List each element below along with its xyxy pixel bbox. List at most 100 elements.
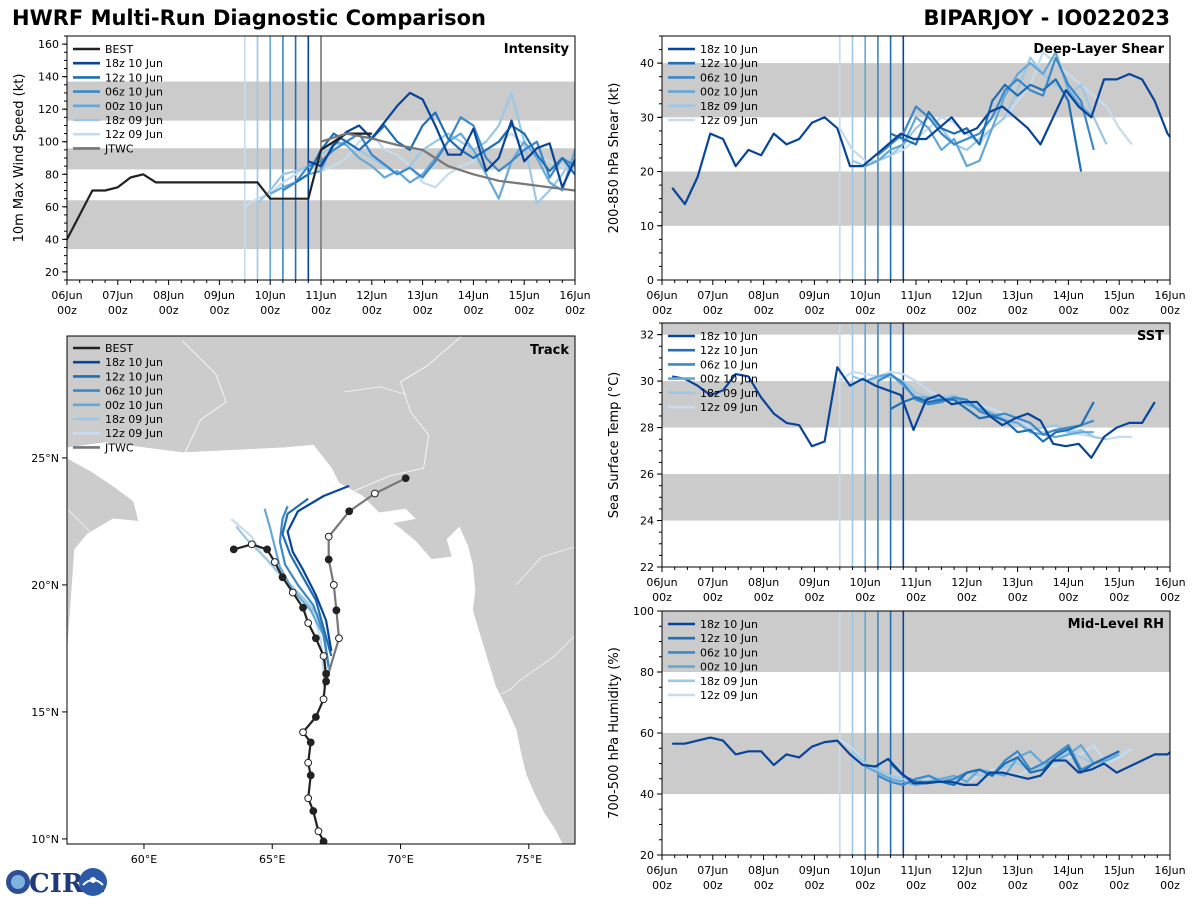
x-tick-label: 06Jun [646, 864, 677, 877]
legend-label: 06z 10 Jun [105, 385, 163, 398]
x-tick-label: 09Jun [799, 289, 830, 302]
y-tick-label: 22 [640, 561, 654, 574]
lat-tick-label: 15°N [31, 706, 59, 719]
y-tick-label: 24 [640, 515, 654, 528]
storm-id: BIPARJOY - IO022023 [923, 6, 1170, 30]
x-tick-label-hour: 00z [906, 591, 926, 604]
x-tick-label: 07Jun [697, 289, 728, 302]
track-point-jtwc [332, 606, 341, 615]
series-line-12z09 [839, 370, 1132, 441]
track-point-jtwc [401, 474, 410, 483]
x-tick-label-hour: 00z [1008, 304, 1028, 317]
x-tick-label: 12Jun [951, 289, 982, 302]
x-tick-label-hour: 00z [1008, 879, 1028, 892]
legend-label: 18z 10 Jun [700, 618, 758, 631]
panel-title: Deep-Layer Shear [1033, 42, 1164, 57]
legend-label: 12z 10 Jun [700, 344, 758, 357]
x-tick-label: 15Jun [1104, 576, 1135, 589]
x-tick-label: 14Jun [1053, 864, 1084, 877]
threshold-band [662, 323, 1170, 335]
legend-label: BEST [105, 43, 133, 56]
x-tick-label-hour: 00z [805, 304, 825, 317]
track-point-best [278, 573, 287, 582]
track-point-best [306, 771, 315, 780]
track-point-best [311, 634, 320, 643]
x-tick-label: 06Jun [646, 576, 677, 589]
border-states [500, 635, 575, 695]
track-point-best [319, 652, 328, 660]
track-point-best [247, 540, 256, 549]
x-tick-label-hour: 00z [1008, 591, 1028, 604]
x-tick-label: 12Jun [951, 864, 982, 877]
legend-label: 12z 10 Jun [700, 57, 758, 70]
track-point-jtwc [324, 532, 333, 541]
legend-label: 12z 09 Jun [105, 128, 163, 141]
x-tick-label: 08Jun [748, 576, 779, 589]
legend-label: 18z 10 Jun [105, 57, 163, 70]
y-tick-label: 28 [640, 422, 654, 435]
y-tick-label: 20 [640, 166, 654, 179]
legend-label: 00z 10 Jun [700, 86, 758, 99]
x-tick-label: 10Jun [850, 289, 881, 302]
x-tick-label-hour: 00z [57, 304, 77, 317]
lat-tick-label: 20°N [31, 579, 59, 592]
x-tick-label-hour: 00z [703, 304, 723, 317]
track-point-jtwc [370, 489, 379, 498]
y-tick-label: 30 [640, 111, 654, 124]
x-tick-label: 11Jun [900, 576, 931, 589]
track-point-best [319, 695, 328, 704]
x-tick-label-hour: 00z [159, 304, 179, 317]
series-line-18z10 [672, 736, 1170, 787]
legend-label: 18z 10 Jun [105, 356, 163, 369]
y-tick-label: 26 [640, 468, 654, 481]
track-point-best [304, 758, 313, 767]
track-point-jtwc [322, 677, 331, 686]
x-tick-label: 12Jun [356, 289, 387, 302]
series-line-06z10 [877, 373, 1095, 436]
legend-label: 00z 10 Jun [105, 100, 163, 113]
x-tick-label: 13Jun [1002, 289, 1033, 302]
chart-intensity: 06Jun 00z 07Jun 00z 08Jun 00z 09Jun 00z 10Jun 00z… [12, 35, 591, 317]
x-tick-label: 10Jun [255, 289, 286, 302]
legend-label: 12z 09 Jun [105, 427, 163, 440]
track-point-jtwc [324, 555, 333, 564]
x-tick-label-hour: 00z [464, 304, 484, 317]
lon-tick-label: 65°E [259, 853, 285, 866]
x-tick-label: 16Jun [1154, 576, 1185, 589]
track-point-best [270, 558, 279, 566]
legend-label: 12z 10 Jun [105, 71, 163, 84]
legend-label: 18z 10 Jun [700, 43, 758, 56]
y-tick-label: 60 [45, 201, 59, 214]
x-tick-label: 09Jun [799, 864, 830, 877]
x-tick-label-hour: 00z [957, 591, 977, 604]
x-tick-label-hour: 00z [1059, 879, 1079, 892]
track-point-best [304, 794, 313, 803]
x-tick-label: 06Jun [51, 289, 82, 302]
track-point-best [304, 619, 313, 627]
y-tick-label: 80 [45, 168, 59, 181]
legend-label: 12z 09 Jun [700, 114, 758, 127]
track-point-best [288, 588, 297, 597]
series-line-12z10 [890, 396, 1095, 443]
series-line-00z10 [864, 51, 1095, 168]
x-tick-label: 09Jun [204, 289, 235, 302]
x-tick-label: 13Jun [1002, 576, 1033, 589]
x-tick-label-hour: 00z [652, 879, 672, 892]
x-tick-label: 16Jun [559, 289, 590, 302]
track-point-jtwc [335, 634, 343, 643]
legend-label: 00z 10 Jun [700, 661, 758, 674]
x-tick-label-hour: 00z [703, 591, 723, 604]
chart-sst: 06Jun 00z 07Jun 00z 08Jun 00z 09Jun 00z 10Jun 00z… [607, 322, 1186, 604]
x-tick-label-hour: 00z [906, 879, 926, 892]
track-line-12z09 [230, 518, 325, 674]
y-tick-label: 60 [640, 727, 654, 740]
legend-label: 12z 10 Jun [700, 632, 758, 645]
x-tick-label: 08Jun [748, 864, 779, 877]
x-tick-label-hour: 00z [957, 879, 977, 892]
panel-title: SST [1137, 329, 1164, 344]
track-point-best [299, 728, 307, 737]
lat-tick-label: 10°N [31, 833, 59, 846]
